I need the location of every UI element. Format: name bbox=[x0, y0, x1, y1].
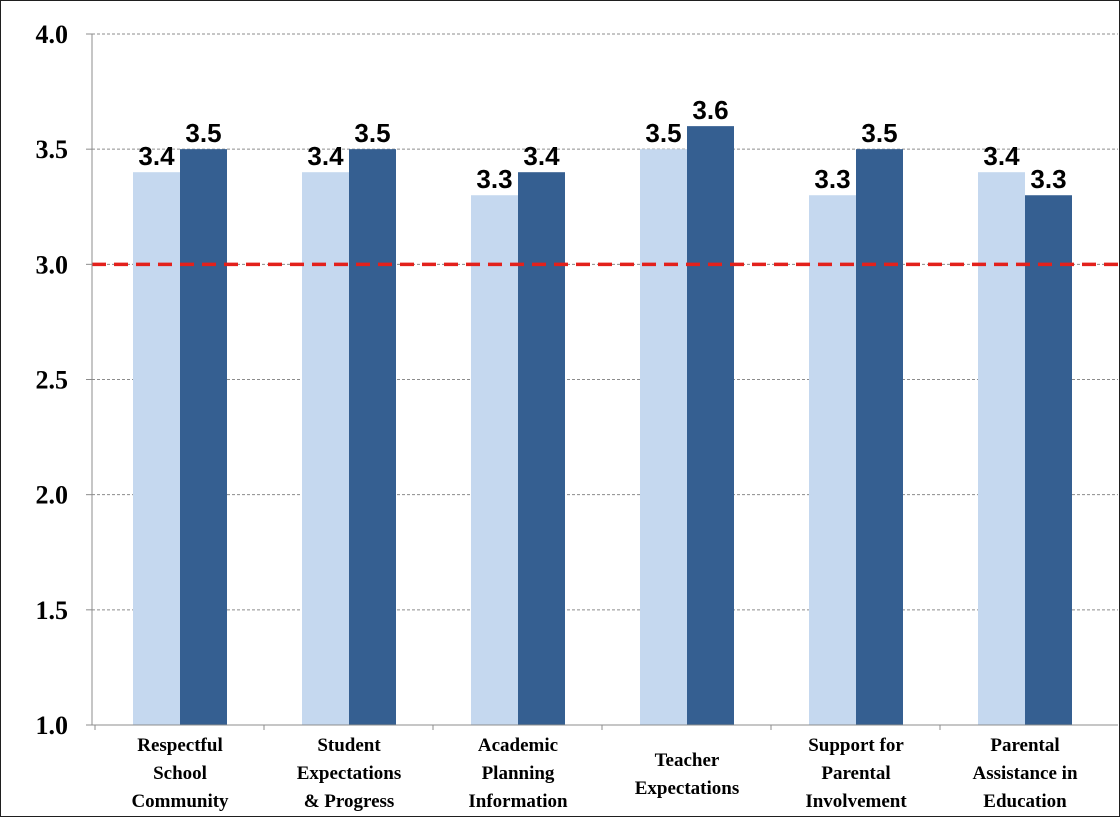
x-category-label: Teacher Expectations bbox=[635, 750, 740, 799]
bar-series-1 bbox=[133, 172, 180, 725]
data-label: 3.4 bbox=[138, 141, 175, 171]
axes bbox=[86, 33, 1118, 730]
x-category-label: Support for Parental Involvement bbox=[805, 735, 907, 812]
x-category-label-line: Involvement bbox=[805, 791, 907, 812]
y-tick-label: 3.0 bbox=[36, 250, 69, 279]
bar-series-2 bbox=[349, 149, 396, 725]
bar-series-1 bbox=[471, 195, 518, 725]
data-label: 3.6 bbox=[692, 95, 728, 125]
x-category-label-line: Parental bbox=[821, 763, 890, 784]
gridlines bbox=[92, 33, 1118, 611]
data-label: 3.4 bbox=[983, 141, 1020, 171]
bar-series-2 bbox=[687, 126, 734, 726]
x-category-label-line: Information bbox=[468, 791, 568, 812]
x-category-label-line: Assistance in bbox=[972, 763, 1077, 784]
bars bbox=[133, 126, 1072, 726]
data-label: 3.5 bbox=[185, 118, 221, 148]
y-tick-label: 2.5 bbox=[36, 366, 69, 395]
x-category-label: Respectful School Community bbox=[131, 735, 229, 812]
data-label: 3.4 bbox=[307, 141, 344, 171]
bar-series-2 bbox=[518, 172, 565, 725]
y-tick-label: 3.5 bbox=[36, 135, 69, 164]
data-label: 3.3 bbox=[476, 164, 512, 194]
x-category-label-line: & Progress bbox=[304, 791, 395, 812]
x-category-label-line: Teacher bbox=[655, 750, 720, 771]
x-category-label-line: Student bbox=[317, 735, 381, 756]
x-category-label-line: Respectful bbox=[137, 735, 222, 756]
bar-series-1 bbox=[978, 172, 1025, 725]
bar-series-2 bbox=[1025, 195, 1072, 725]
bar-series-1 bbox=[640, 149, 687, 725]
data-label: 3.5 bbox=[354, 118, 390, 148]
y-tick-label: 4.0 bbox=[36, 20, 69, 49]
data-label: 3.5 bbox=[645, 118, 681, 148]
y-tick-label: 1.5 bbox=[36, 596, 69, 625]
x-category-label: Student Expectations & Progress bbox=[297, 735, 402, 812]
x-category-label-line: Expectations bbox=[297, 763, 402, 784]
labels: 1.0 1.5 2.0 2.5 3.0 3.5 4.0 3.4 3.5 Respectful Sch… bbox=[36, 20, 1078, 812]
x-category-label-line: Expectations bbox=[635, 778, 740, 799]
bar-series-2 bbox=[856, 149, 903, 725]
x-category-label-line: Support for bbox=[808, 735, 904, 756]
bar-series-1 bbox=[302, 172, 349, 725]
y-tick-label: 2.0 bbox=[36, 481, 69, 510]
x-category-label-line: Education bbox=[983, 791, 1067, 812]
data-label: 3.4 bbox=[523, 141, 560, 171]
bar-series-2 bbox=[180, 149, 227, 725]
data-label: 3.3 bbox=[814, 164, 850, 194]
x-category-label-line: Community bbox=[131, 791, 229, 812]
x-category-label-line: School bbox=[153, 763, 207, 784]
bar-series-1 bbox=[809, 195, 856, 725]
x-category-label-line: Parental bbox=[990, 735, 1059, 756]
data-label: 3.3 bbox=[1030, 164, 1066, 194]
data-label: 3.5 bbox=[861, 118, 897, 148]
x-category-label-line: Planning bbox=[482, 763, 555, 784]
x-category-label: Academic Planning Information bbox=[468, 735, 568, 812]
x-category-label: Parental Assistance in Education bbox=[972, 735, 1077, 812]
y-tick-label: 1.0 bbox=[36, 711, 69, 740]
x-category-label-line: Academic bbox=[478, 735, 558, 756]
